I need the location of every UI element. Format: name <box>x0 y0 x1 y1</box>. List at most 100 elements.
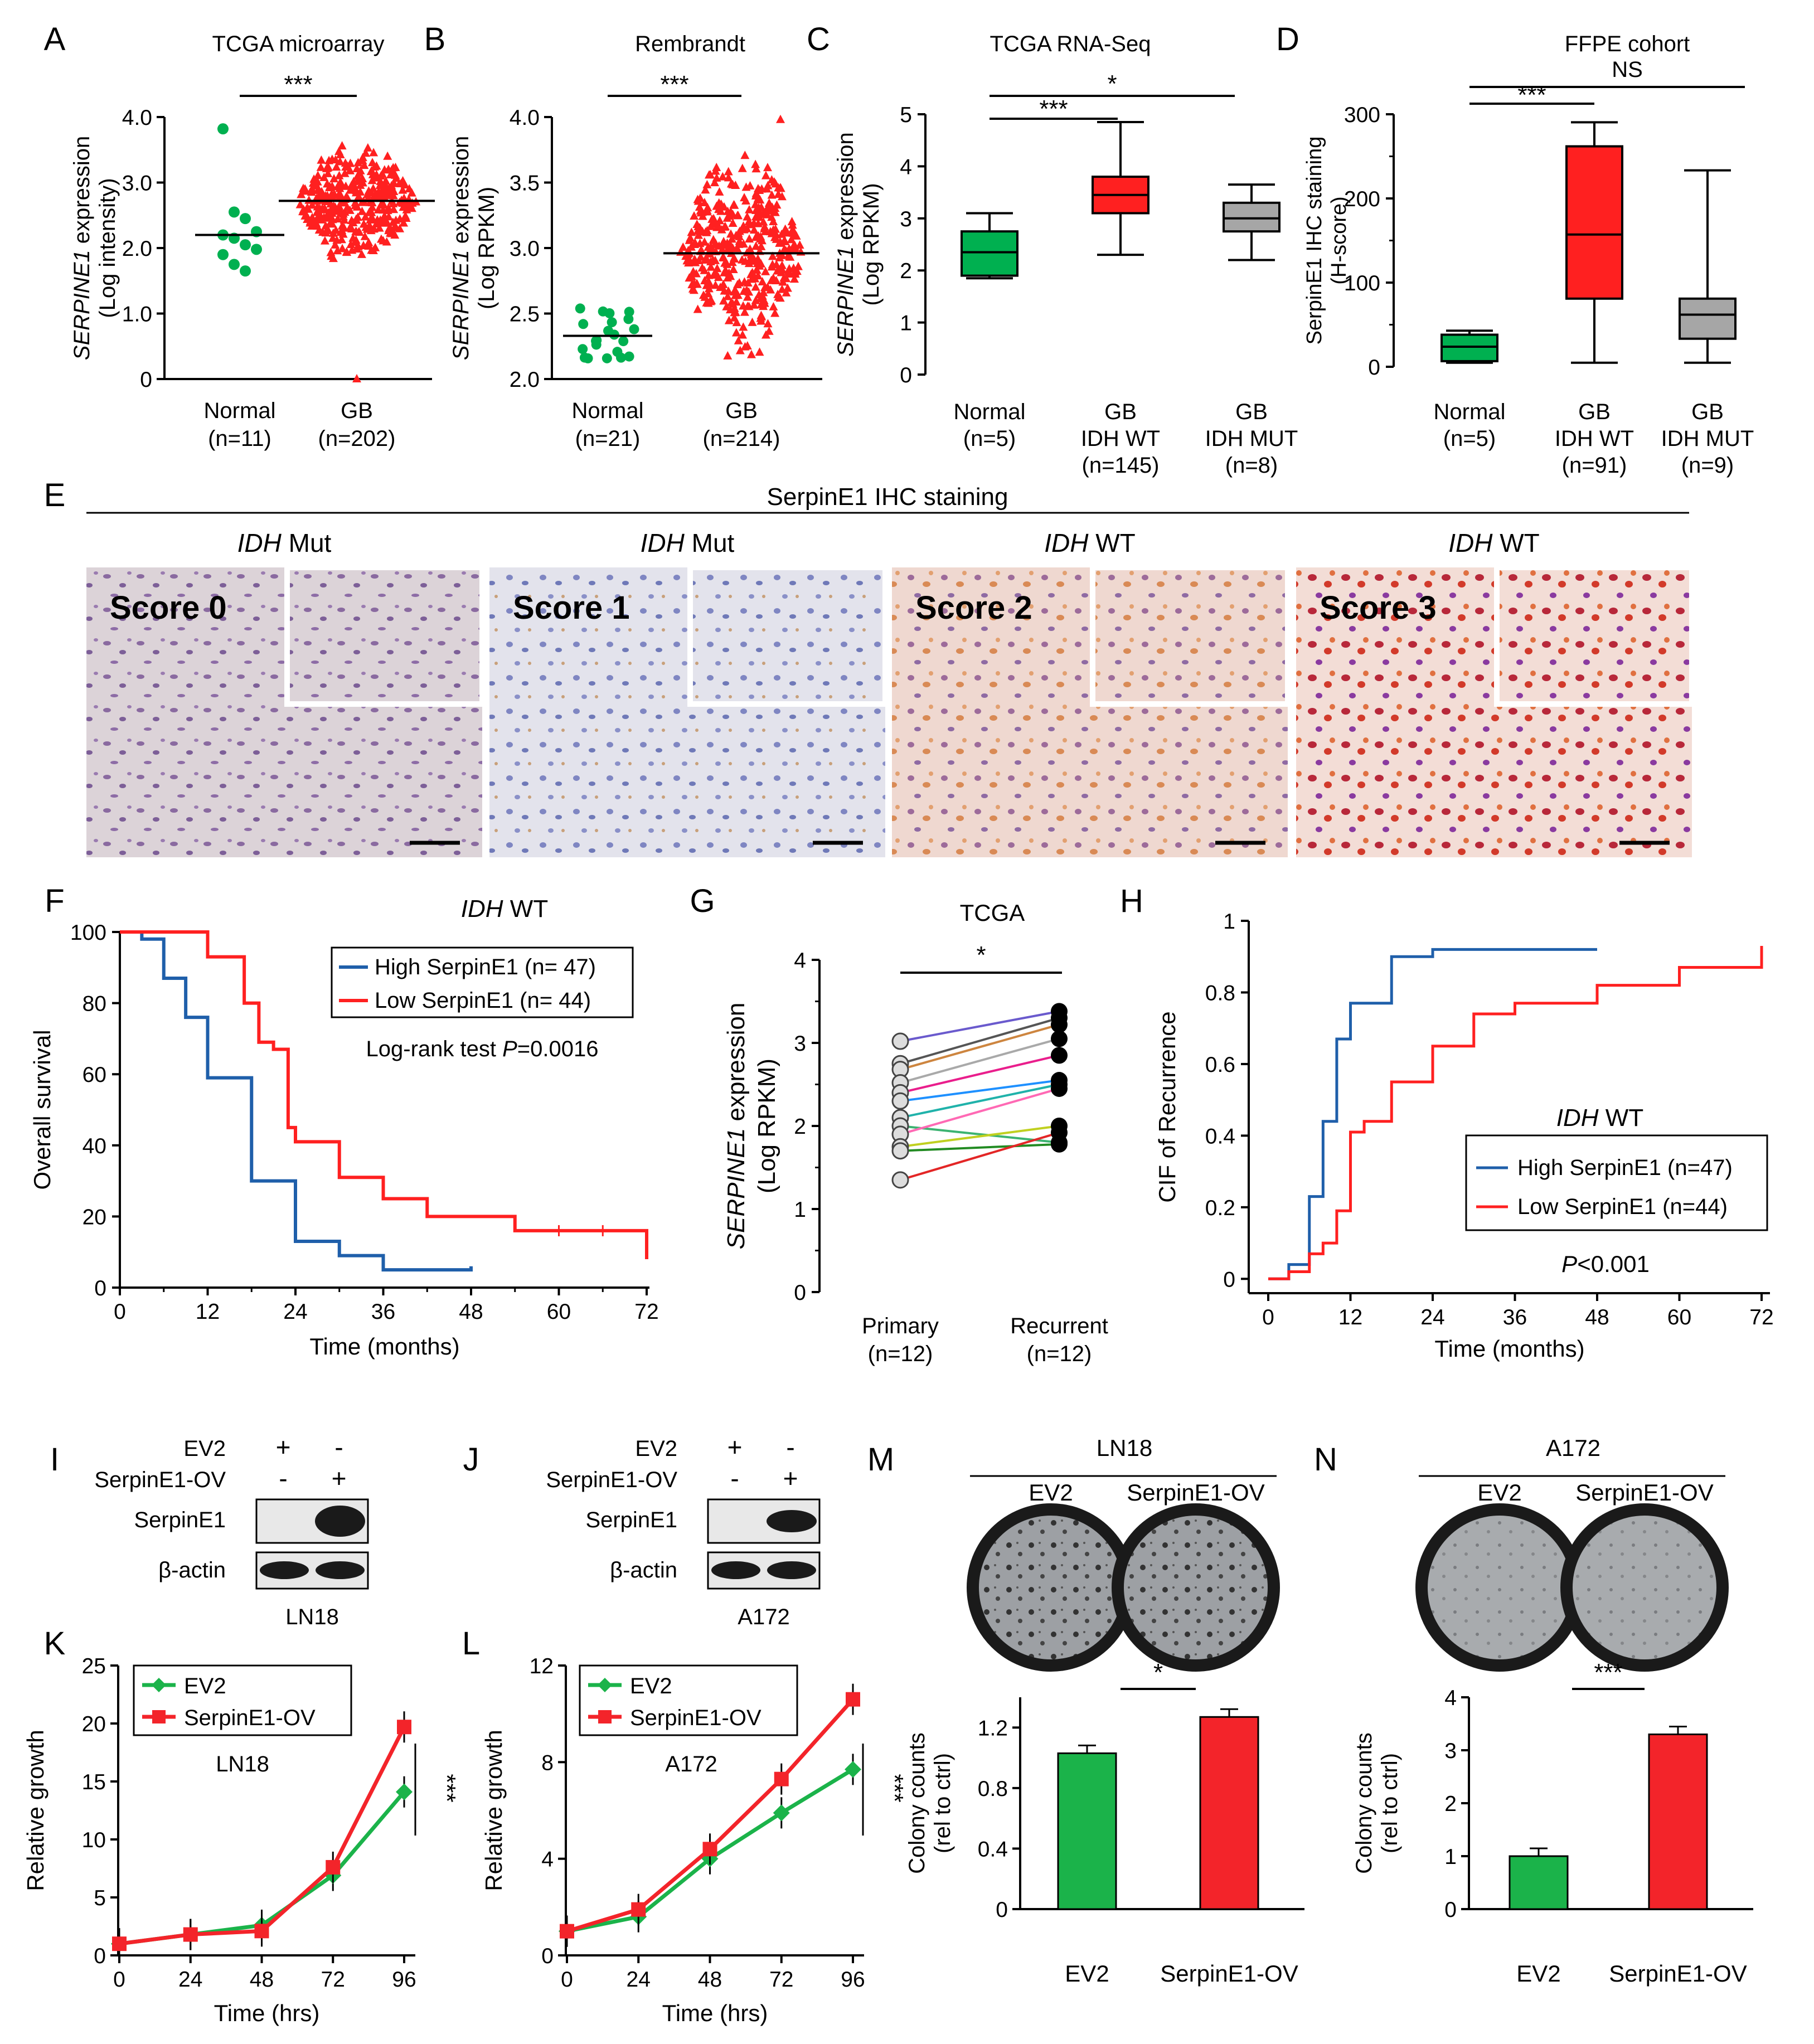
data-point-gb <box>351 235 361 244</box>
data-point-gb <box>359 219 368 228</box>
data-point-gb <box>391 162 400 171</box>
x-tick-label: 48 <box>1585 1305 1609 1329</box>
blot-band <box>316 1561 365 1579</box>
data-point-gb <box>309 178 318 187</box>
data-point-gb <box>731 328 741 337</box>
data-point-normal <box>602 353 612 363</box>
data-point-gb <box>374 205 383 213</box>
band-label: SerpinE1 <box>134 1508 226 1532</box>
x-category-label: GB <box>1578 400 1611 424</box>
recurrent-point <box>1051 1016 1068 1033</box>
box <box>1223 201 1281 233</box>
panel-letter-N: N <box>1314 1441 1337 1478</box>
x-tick-label: 24 <box>178 1968 202 1992</box>
y-axis-label: Colony counts <box>1352 1732 1376 1873</box>
data-point-gb <box>766 285 775 294</box>
y-tick-label: 2.0 <box>122 237 152 261</box>
x-tick-label: 0 <box>561 1968 573 1992</box>
data-point-gb <box>783 227 792 236</box>
cif-curve-high <box>1268 948 1597 1280</box>
panel-letter-G: G <box>690 883 715 919</box>
x-category-label-2: (n=5) <box>963 426 1016 451</box>
data-point-gb <box>749 225 759 234</box>
data-point-gb <box>772 230 781 239</box>
data-point-gb <box>778 250 787 259</box>
data-point-normal <box>229 259 240 270</box>
data-point-gb <box>329 174 339 183</box>
data-point-gb <box>333 246 342 255</box>
pair-line <box>900 1079 1060 1103</box>
data-point-gb <box>327 154 337 163</box>
chart-M: 1.2 0.8 0.4 0 Colony counts (rel to ctrl) EV2 S… <box>905 1659 1304 1987</box>
data-point-gb <box>323 168 333 177</box>
data-point-gb <box>354 227 363 236</box>
x-category-label: Normal <box>572 399 644 423</box>
data-point-gb <box>734 336 743 344</box>
sign: - <box>730 1464 739 1493</box>
marker-ov <box>183 1927 198 1942</box>
x-category-n: (n=12) <box>1027 1342 1092 1366</box>
data-point-gb <box>318 203 327 212</box>
x-tick-label: 60 <box>1667 1305 1691 1329</box>
y-tick-label: 2 <box>900 259 912 283</box>
data-point-gb <box>691 269 701 278</box>
data-point-gb <box>389 169 399 178</box>
data-point-gb <box>745 205 754 213</box>
data-point-gb <box>367 202 377 211</box>
condition-label: EV2 <box>635 1436 677 1461</box>
data-point-gb <box>334 206 344 215</box>
chart-G: 4 3 2 1 0 TCGA * SERPINE1 expression (Log RPKM) P… <box>722 900 1108 1366</box>
y-tick-label: 40 <box>83 1134 106 1158</box>
bar-0 <box>1057 1752 1117 1910</box>
primary-point <box>891 1142 909 1160</box>
data-point-gb <box>704 242 713 251</box>
data-point-gb <box>303 202 312 211</box>
data-point-gb <box>367 176 377 185</box>
x-category-label: GB <box>1104 400 1137 424</box>
data-point-gb <box>740 277 749 286</box>
legend-box <box>1465 1134 1768 1231</box>
y-axis-label: SERPINE1 expression <box>722 1003 750 1250</box>
data-point-gb <box>763 163 772 172</box>
band-label: β-actin <box>610 1558 677 1582</box>
ihc-header: IDH Mut <box>237 528 332 557</box>
data-point-gb <box>312 219 321 227</box>
data-point-gb <box>719 296 729 305</box>
y-tick-label: 0 <box>1223 1268 1235 1292</box>
data-point-gb <box>684 258 693 267</box>
y-tick-label: 1 <box>1223 910 1235 934</box>
sig-label: *** <box>881 1774 908 1802</box>
x-category-n: (n=202) <box>318 426 396 451</box>
legend-label: Low SerpinE1 (n= 44) <box>375 988 591 1013</box>
data-point-gb <box>357 206 367 215</box>
sign: - <box>334 1433 343 1462</box>
y-axis-label: Colony counts <box>905 1732 929 1873</box>
chart-title: TCGA microarray <box>212 32 385 56</box>
data-point-gb <box>360 161 369 169</box>
y-tick-label: 0.8 <box>978 1777 1008 1801</box>
chart-D: FFPE cohort 300 200 100 0 SerpinE1 IHC staini… <box>1303 32 1754 478</box>
data-point-gb <box>368 245 378 254</box>
data-point-gb <box>709 213 719 222</box>
legend-marker <box>152 1710 166 1723</box>
cell-line-label: A172 <box>738 1605 789 1629</box>
y-tick-label: 2 <box>794 1115 806 1139</box>
data-point-gb <box>763 319 773 328</box>
y-tick-label: 10 <box>82 1828 106 1852</box>
y-axis-label-2: (rel to ctrl) <box>930 1753 955 1853</box>
condition-label: SerpinE1-OV <box>546 1468 677 1492</box>
data-point-gb <box>782 288 791 297</box>
data-point-gb <box>757 184 767 193</box>
y-tick-label: 0.8 <box>1205 981 1235 1005</box>
sig-label: * <box>1107 70 1117 98</box>
chart-K: 25 20 15 10 5 00 24 48 72 96 Time (hrs) Relative gr… <box>22 1654 460 2026</box>
data-point-gb <box>389 187 399 196</box>
legend-label: Low SerpinE1 (n=44) <box>1517 1195 1728 1219</box>
data-point-gb <box>314 225 324 234</box>
y-tick-label: 80 <box>83 992 106 1016</box>
data-point-gb <box>375 223 384 232</box>
data-point-gb <box>336 149 345 158</box>
data-point-gb <box>711 269 721 278</box>
data-point-gb <box>728 243 738 252</box>
